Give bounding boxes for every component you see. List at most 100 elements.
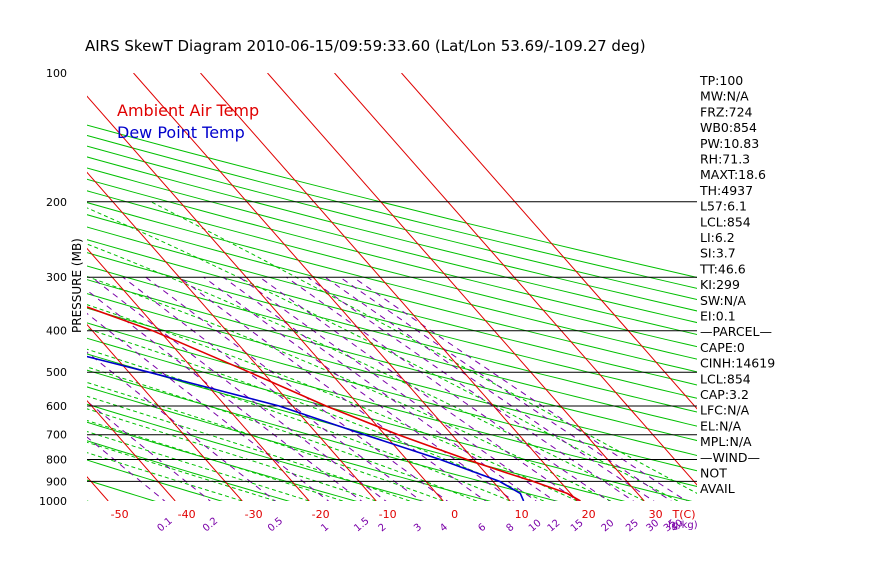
- dry-adiabat: [87, 337, 693, 501]
- stability-index: MPL:N/A: [700, 434, 752, 449]
- mixing-ratio-line: [87, 351, 276, 501]
- stability-index: LCL:854: [700, 371, 751, 386]
- bottom-temperature-tick-label: -30: [245, 508, 263, 521]
- series-line-dew-point-temp: [87, 355, 525, 501]
- series-line-ambient-air-temp: [87, 306, 581, 501]
- moist-adiabat: [87, 395, 410, 501]
- mixing-ratio-label: 4: [438, 522, 450, 535]
- pressure-tick-label: 500: [46, 366, 67, 379]
- isotherm: [87, 400, 176, 501]
- dry-adiabat: [87, 239, 697, 399]
- moist-adiabat: [87, 441, 276, 501]
- stability-index: CINH:14619: [700, 356, 775, 371]
- dry-adiabat: [87, 279, 697, 442]
- stability-index: TP:100: [699, 73, 743, 88]
- moist-adiabat: [87, 243, 645, 501]
- mixing-ratio-line: [324, 276, 655, 501]
- isotherm: [87, 95, 444, 501]
- stability-index: LCL:854: [700, 214, 751, 229]
- stability-index: L57:6.1: [700, 199, 747, 214]
- moist-adiabat: [87, 431, 310, 501]
- pressure-tick-label: 900: [46, 475, 67, 488]
- dry-adiabat: [87, 167, 697, 324]
- mixing-ratio-line: [307, 276, 635, 501]
- dry-adiabat: [87, 386, 492, 501]
- mixing-ratio-line: [286, 276, 610, 501]
- pressure-tick-label: 100: [46, 67, 67, 80]
- dry-adiabat: [87, 156, 697, 312]
- pressure-tick-label: 700: [46, 429, 67, 442]
- moist-adiabat: [87, 408, 377, 501]
- mixing-ratio-line: [91, 276, 387, 501]
- mixing-ratio-label: 10: [527, 518, 544, 535]
- mixing-ratio-label: 2: [377, 522, 389, 535]
- isotherm: [87, 247, 310, 501]
- mixing-ratio-line: [339, 276, 672, 501]
- pressure-tick-label: 300: [46, 271, 67, 284]
- mixing-ratio-label: 6: [476, 522, 488, 535]
- pressure-tick-label: 600: [46, 400, 67, 413]
- dry-adiabat: [87, 226, 697, 386]
- pressure-tick-label: 800: [46, 454, 67, 467]
- stability-index: SW:N/A: [700, 293, 746, 308]
- mixing-ratio-line: [87, 436, 166, 501]
- stability-index: —PARCEL—: [700, 324, 772, 339]
- stability-index: MW:N/A: [700, 89, 749, 104]
- stability-index: PW:10.83: [700, 136, 759, 151]
- dry-adiabat: [87, 178, 697, 336]
- bottom-temperature-tick-label: -50: [111, 508, 129, 521]
- mixing-ratio-line: [87, 400, 211, 501]
- stability-index: KI:299: [700, 277, 740, 292]
- dry-adiabat: [87, 293, 697, 456]
- y-axis-label: PRESSURE (MB): [70, 238, 84, 333]
- dry-adiabat: [87, 214, 697, 373]
- pressure-tick-label: 200: [46, 196, 67, 209]
- moist-adiabat: [87, 419, 343, 501]
- mixing-ratio-label: 0.2: [201, 516, 220, 535]
- stability-index: LI:6.2: [700, 230, 735, 245]
- dry-adiabat: [87, 202, 697, 360]
- mixing-ratio-label: 3: [412, 522, 424, 535]
- isotherm: [87, 323, 243, 501]
- stability-index: CAPE:0: [700, 340, 745, 355]
- dry-adiabat: [87, 265, 697, 427]
- mixing-ratio-line: [239, 276, 556, 501]
- chart-title: AIRS SkewT Diagram 2010-06-15/09:59:33.6…: [85, 37, 646, 55]
- stability-index: RH:71.3: [700, 152, 750, 167]
- series-layer: [87, 306, 581, 501]
- isotherm: [133, 73, 511, 501]
- mixing-ratio-line: [259, 276, 579, 501]
- bottom-temperature-tick-label: -40: [178, 508, 196, 521]
- dry-adiabat: [87, 307, 697, 472]
- dry-adiabat: [0, 73, 48, 510]
- stability-index: TH:4937: [699, 183, 753, 198]
- isotherm: [334, 73, 697, 486]
- mixing-ratio-unit-label: (g/kg): [668, 520, 698, 531]
- isotherm: [0, 73, 41, 501]
- stability-index: TT:46.6: [699, 261, 746, 276]
- mixing-ratio-line: [178, 276, 487, 501]
- dry-adiabat: [87, 124, 697, 278]
- stability-index: MAXT:18.6: [700, 167, 766, 182]
- mixing-ratio-line: [222, 276, 537, 501]
- mixing-ratio-label: 0.1: [155, 516, 174, 535]
- isotherm: [401, 73, 697, 410]
- dry-adiabat: [87, 145, 697, 301]
- bottom-temperature-tick-label: -20: [312, 508, 330, 521]
- tick-label-layer: 1002003004005006007008009001000-120-110-…: [39, 67, 698, 535]
- mixing-ratio-label: 12: [546, 518, 563, 535]
- dry-adiabat: [87, 353, 626, 501]
- mixing-ratio-line: [352, 276, 688, 501]
- bottom-temperature-tick-label: 0: [451, 508, 458, 521]
- mixing-ratio-label: 20: [600, 518, 617, 535]
- stability-indices: TP:100MW:N/AFRZ:724WB0:854PW:10.83RH:71.…: [699, 73, 775, 496]
- legend-entry-dew-point-temp: Dew Point Temp: [117, 123, 245, 142]
- mixing-ratio-label: 1: [319, 522, 331, 535]
- bottom-temperature-tick-label: -10: [379, 508, 397, 521]
- moist-adiabat: [87, 452, 243, 501]
- moist-adiabat: [87, 381, 444, 501]
- mixing-ratio-line: [87, 312, 330, 501]
- dry-adiabat: [87, 459, 223, 501]
- stability-index: SI:3.7: [700, 246, 736, 261]
